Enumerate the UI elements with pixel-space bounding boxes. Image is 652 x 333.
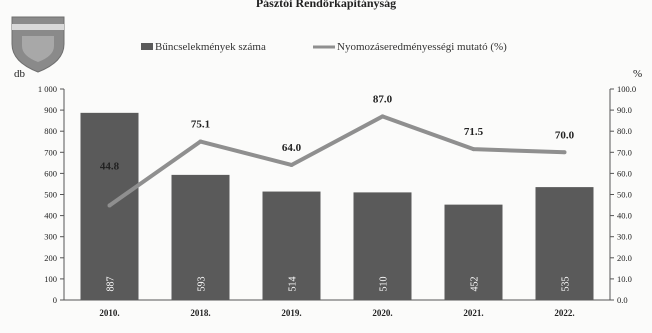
y2-tick-label: 50.0	[617, 190, 632, 200]
line-point	[471, 147, 476, 152]
legend-line-label: Nyomozáseredményességi mutató (%)	[337, 41, 507, 53]
bar-value-label: 887	[106, 277, 117, 292]
bar	[535, 187, 594, 300]
bar	[353, 192, 412, 300]
plot-area: 0 100 200 300 400 500 600 700 800 900 1 000 0.0 10.0…	[38, 84, 636, 318]
line-point	[107, 203, 112, 208]
police-logo	[11, 16, 65, 73]
x-tick-label: 2010.	[99, 308, 119, 318]
bar	[262, 191, 321, 300]
bar-value-label: 510	[379, 277, 390, 292]
line-value-label: 87.0	[373, 93, 393, 105]
y2-tick-label: 60.0	[617, 168, 632, 178]
bar-value-label: 514	[288, 277, 299, 292]
y-tick-label: 300	[44, 232, 57, 242]
x-tick-label: 2019.	[281, 308, 301, 318]
y-tick-label: 800	[44, 126, 57, 136]
legend-bars-label: Bűncselekmények száma	[155, 41, 266, 53]
y-tick-label: 500	[44, 190, 57, 200]
y2-tick-label: 20.0	[617, 253, 632, 263]
bar-value-label: 593	[197, 277, 208, 292]
y-tick-label: 400	[44, 211, 57, 221]
x-tick-label: 2021.	[463, 308, 483, 318]
line-value-label: 70.0	[555, 129, 575, 141]
y2-tick-label: 10.0	[617, 274, 632, 284]
series-line	[108, 114, 565, 208]
y-tick-label: 700	[44, 147, 57, 157]
y-tick-label: 600	[44, 168, 57, 178]
y2-tick-label: 80.0	[617, 126, 632, 136]
line-value-label: 71.5	[464, 126, 484, 138]
line-point	[289, 162, 294, 167]
bar	[444, 204, 503, 300]
y2-tick-label: 40.0	[617, 211, 632, 221]
line-point	[198, 139, 203, 144]
y2-tick-label: 90.0	[617, 105, 632, 115]
y2-axis-label: %	[633, 68, 642, 80]
line-value-label: 44.8	[100, 160, 120, 172]
x-tick-label: 2018.	[190, 308, 210, 318]
y2-tick-label: 70.0	[617, 147, 632, 157]
y2-tick-label: 100.0	[617, 84, 636, 94]
y-tick-label: 0	[53, 295, 57, 305]
line-value-label: 75.1	[191, 119, 210, 131]
line-point	[380, 114, 385, 119]
y-axis-label: db	[14, 68, 26, 80]
line-value-label: 64.0	[282, 142, 302, 154]
y-tick-label: 100	[44, 274, 57, 284]
y-tick-label: 900	[44, 105, 57, 115]
bar-value-label: 535	[561, 277, 572, 292]
x-tick-label: 2022.	[554, 308, 574, 318]
bar	[171, 174, 230, 300]
bar-value-label: 452	[470, 277, 481, 292]
legend: Bűncselekmények száma Nyomozáseredményes…	[141, 41, 507, 53]
legend-bar-swatch	[141, 43, 153, 50]
line-point	[562, 150, 567, 155]
x-tick-label: 2020.	[372, 308, 392, 318]
y-tick-label: 200	[44, 253, 57, 263]
chart-title: Pásztói Rendőrkapitányság	[256, 0, 396, 10]
y2-tick-label: 0.0	[617, 295, 628, 305]
y-tick-label: 1 000	[38, 84, 57, 94]
y2-tick-label: 30.0	[617, 232, 632, 242]
